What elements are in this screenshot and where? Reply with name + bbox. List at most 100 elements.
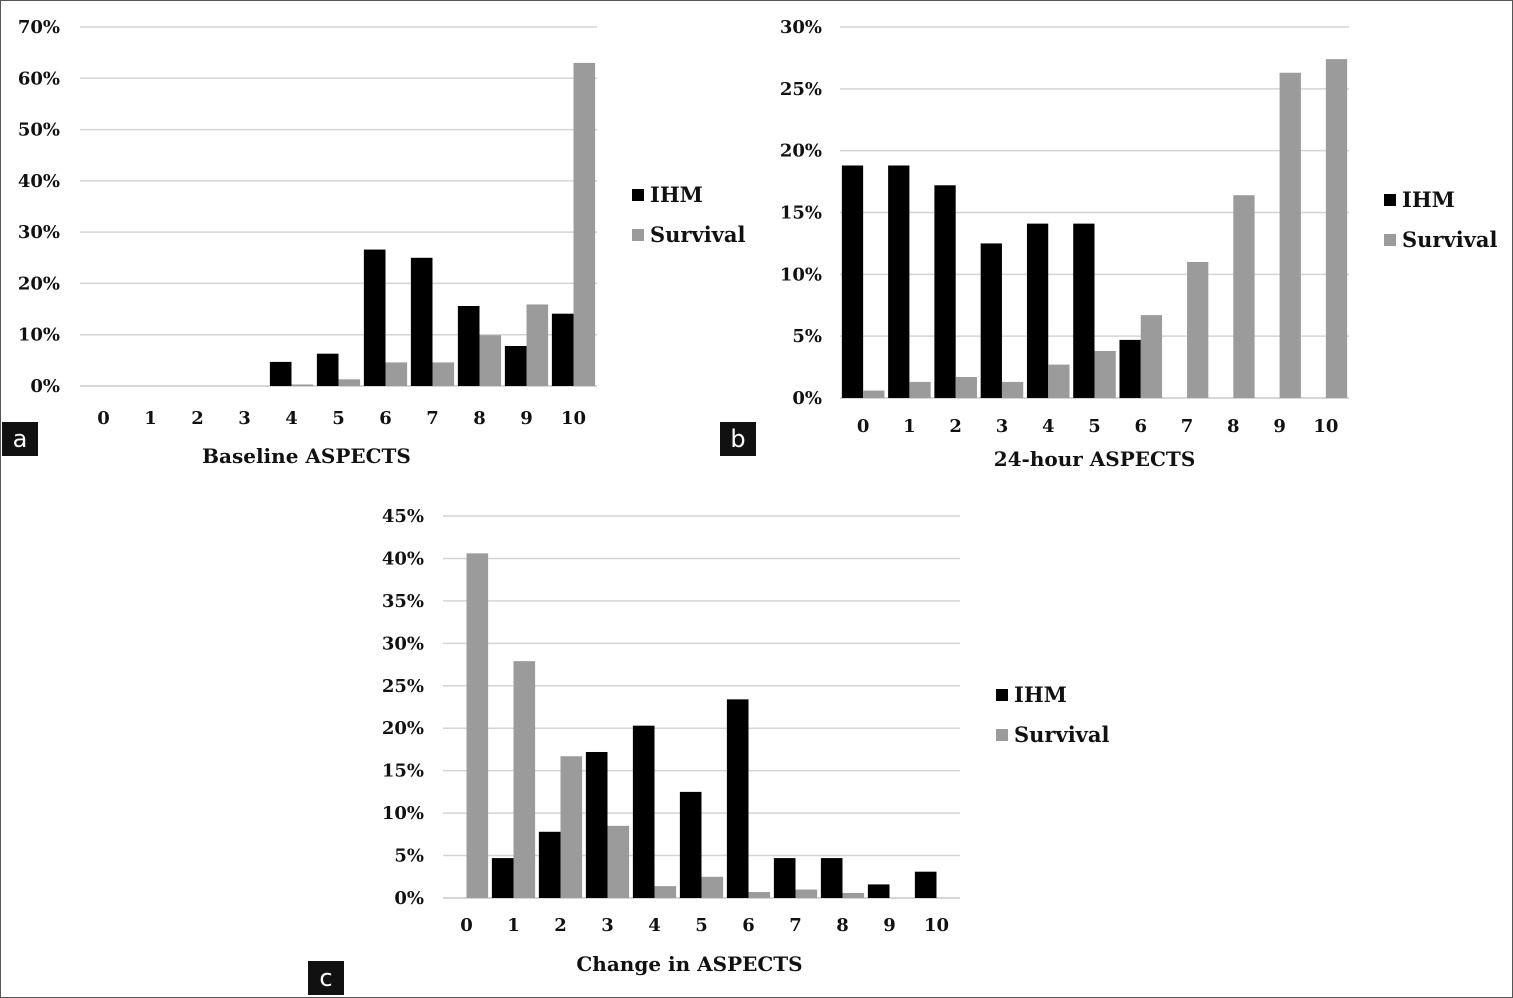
bar-survival-2 [955,376,977,398]
bar-ihm-9 [867,884,890,898]
x-tick-label: 7 [789,915,802,936]
y-tick-label: 30% [382,633,424,654]
y-tick-label: 30% [18,222,60,243]
bar-survival-7 [795,889,818,898]
legend-swatch-ihm [996,689,1008,701]
x-axis-label: 24-hour ASPECTS [994,447,1196,471]
legend-label-ihm: IHM [650,182,703,207]
x-tick-label: 6 [379,408,392,429]
x-tick-label: 3 [238,408,251,429]
legend-label-ihm: IHM [1014,682,1067,707]
x-tick-label: 9 [1273,416,1286,437]
y-tick-label: 20% [18,273,60,294]
y-tick-label: 15% [780,203,822,224]
chart-c: 0% 5% 10% 15% 20% 25% 30% 35% 40% 45% 0 1 2 3 4 5 6 7 8 9 10… [382,506,1110,976]
bar-survival-7 [1187,261,1209,398]
bar-ihm-6 [726,699,749,898]
bar-survival-5 [1094,351,1116,398]
y-tick-label: 20% [382,718,424,739]
bar-survival-8 [1233,195,1255,398]
x-tick-label: 0 [460,915,473,936]
panel-label-c: c [308,961,344,995]
bar-ihm-10 [914,871,937,898]
legend-swatch-survival [996,729,1008,741]
bar-ihm-6 [363,249,386,386]
bar-survival-6 [1140,315,1163,398]
legend-label-ihm: IHM [1402,187,1455,212]
bar-ihm-0 [841,165,864,398]
x-axis-label: Baseline ASPECTS [202,444,411,468]
bar-ihm-2 [538,831,561,898]
y-tick-label: 0% [30,376,60,397]
y-tick-label: 25% [780,79,822,100]
bar-ihm-3 [980,243,1002,398]
legend-swatch-survival [632,229,644,241]
bar-ihm-4 [632,725,655,898]
bar-survival-1 [909,381,931,398]
x-tick-label: 0 [857,416,870,437]
x-tick-label: 4 [648,915,661,936]
y-tick-label: 10% [382,803,424,824]
bar-survival-8 [479,335,502,386]
y-tick-label: 60% [18,68,60,89]
x-tick-label: 1 [903,416,916,437]
bar-ihm-1 [888,165,910,398]
bar-ihm-7 [773,858,796,898]
x-tick-label: 0 [97,408,110,429]
x-tick-label: 6 [1135,416,1148,437]
y-tick-label: 35% [382,591,424,612]
x-tick-label: 3 [996,416,1009,437]
bar-survival-1 [513,661,536,898]
x-tick-label: 9 [520,408,533,429]
bar-survival-2 [560,756,583,898]
bar-survival-3 [1001,381,1024,398]
x-tick-label: 1 [507,915,520,936]
y-tick-label: 45% [382,506,424,527]
legend-swatch-survival [1384,234,1396,246]
bar-survival-5 [338,379,361,386]
bar-survival-6 [385,362,408,386]
y-tick-label: 5% [394,846,424,867]
bar-ihm-3 [585,751,608,898]
bar-survival-10 [1325,59,1348,399]
y-tick-label: 40% [382,548,424,569]
bar-survival-4 [1048,364,1070,398]
bar-ihm-9 [504,345,527,386]
bar-survival-8 [842,892,865,898]
bar-ihm-8 [457,305,480,386]
y-tick-label: 5% [792,326,822,347]
bar-survival-6 [748,892,771,898]
y-tick-label: 70% [18,17,60,38]
chart-a: 0% 10% 20% 30% 40% 50% 60% 70% 0 1 2 3 4 5 6 7 8 9 10 Basel… [18,17,746,468]
bar-ihm-5 [1073,223,1095,398]
x-tick-label: 10 [561,408,586,429]
y-tick-label: 15% [382,761,424,782]
bar-ihm-4 [1026,223,1049,398]
x-tick-label: 8 [473,408,486,429]
legend-swatch-ihm [632,189,644,201]
x-tick-label: 5 [695,915,708,936]
x-tick-label: 1 [144,408,157,429]
bar-survival-4 [291,384,314,386]
x-tick-label: 5 [332,408,345,429]
bar-survival-4 [654,886,677,898]
x-tick-label: 7 [426,408,439,429]
bar-survival-5 [701,876,724,898]
bar-ihm-5 [316,353,339,386]
x-tick-label: 2 [191,408,204,429]
x-tick-label: 10 [924,915,949,936]
bar-survival-0 [466,553,489,898]
bar-ihm-6 [1119,339,1141,398]
y-tick-label: 50% [18,120,60,141]
x-tick-label: 9 [883,915,896,936]
x-tick-label: 3 [601,915,614,936]
panel-label-b: b [720,422,756,456]
bar-ihm-2 [934,185,956,398]
x-tick-label: 10 [1313,416,1338,437]
x-tick-label: 5 [1088,416,1101,437]
y-tick-label: 10% [780,264,822,285]
y-tick-label: 20% [780,141,822,162]
bar-ihm-10 [551,313,574,386]
bar-survival-10 [573,62,596,387]
